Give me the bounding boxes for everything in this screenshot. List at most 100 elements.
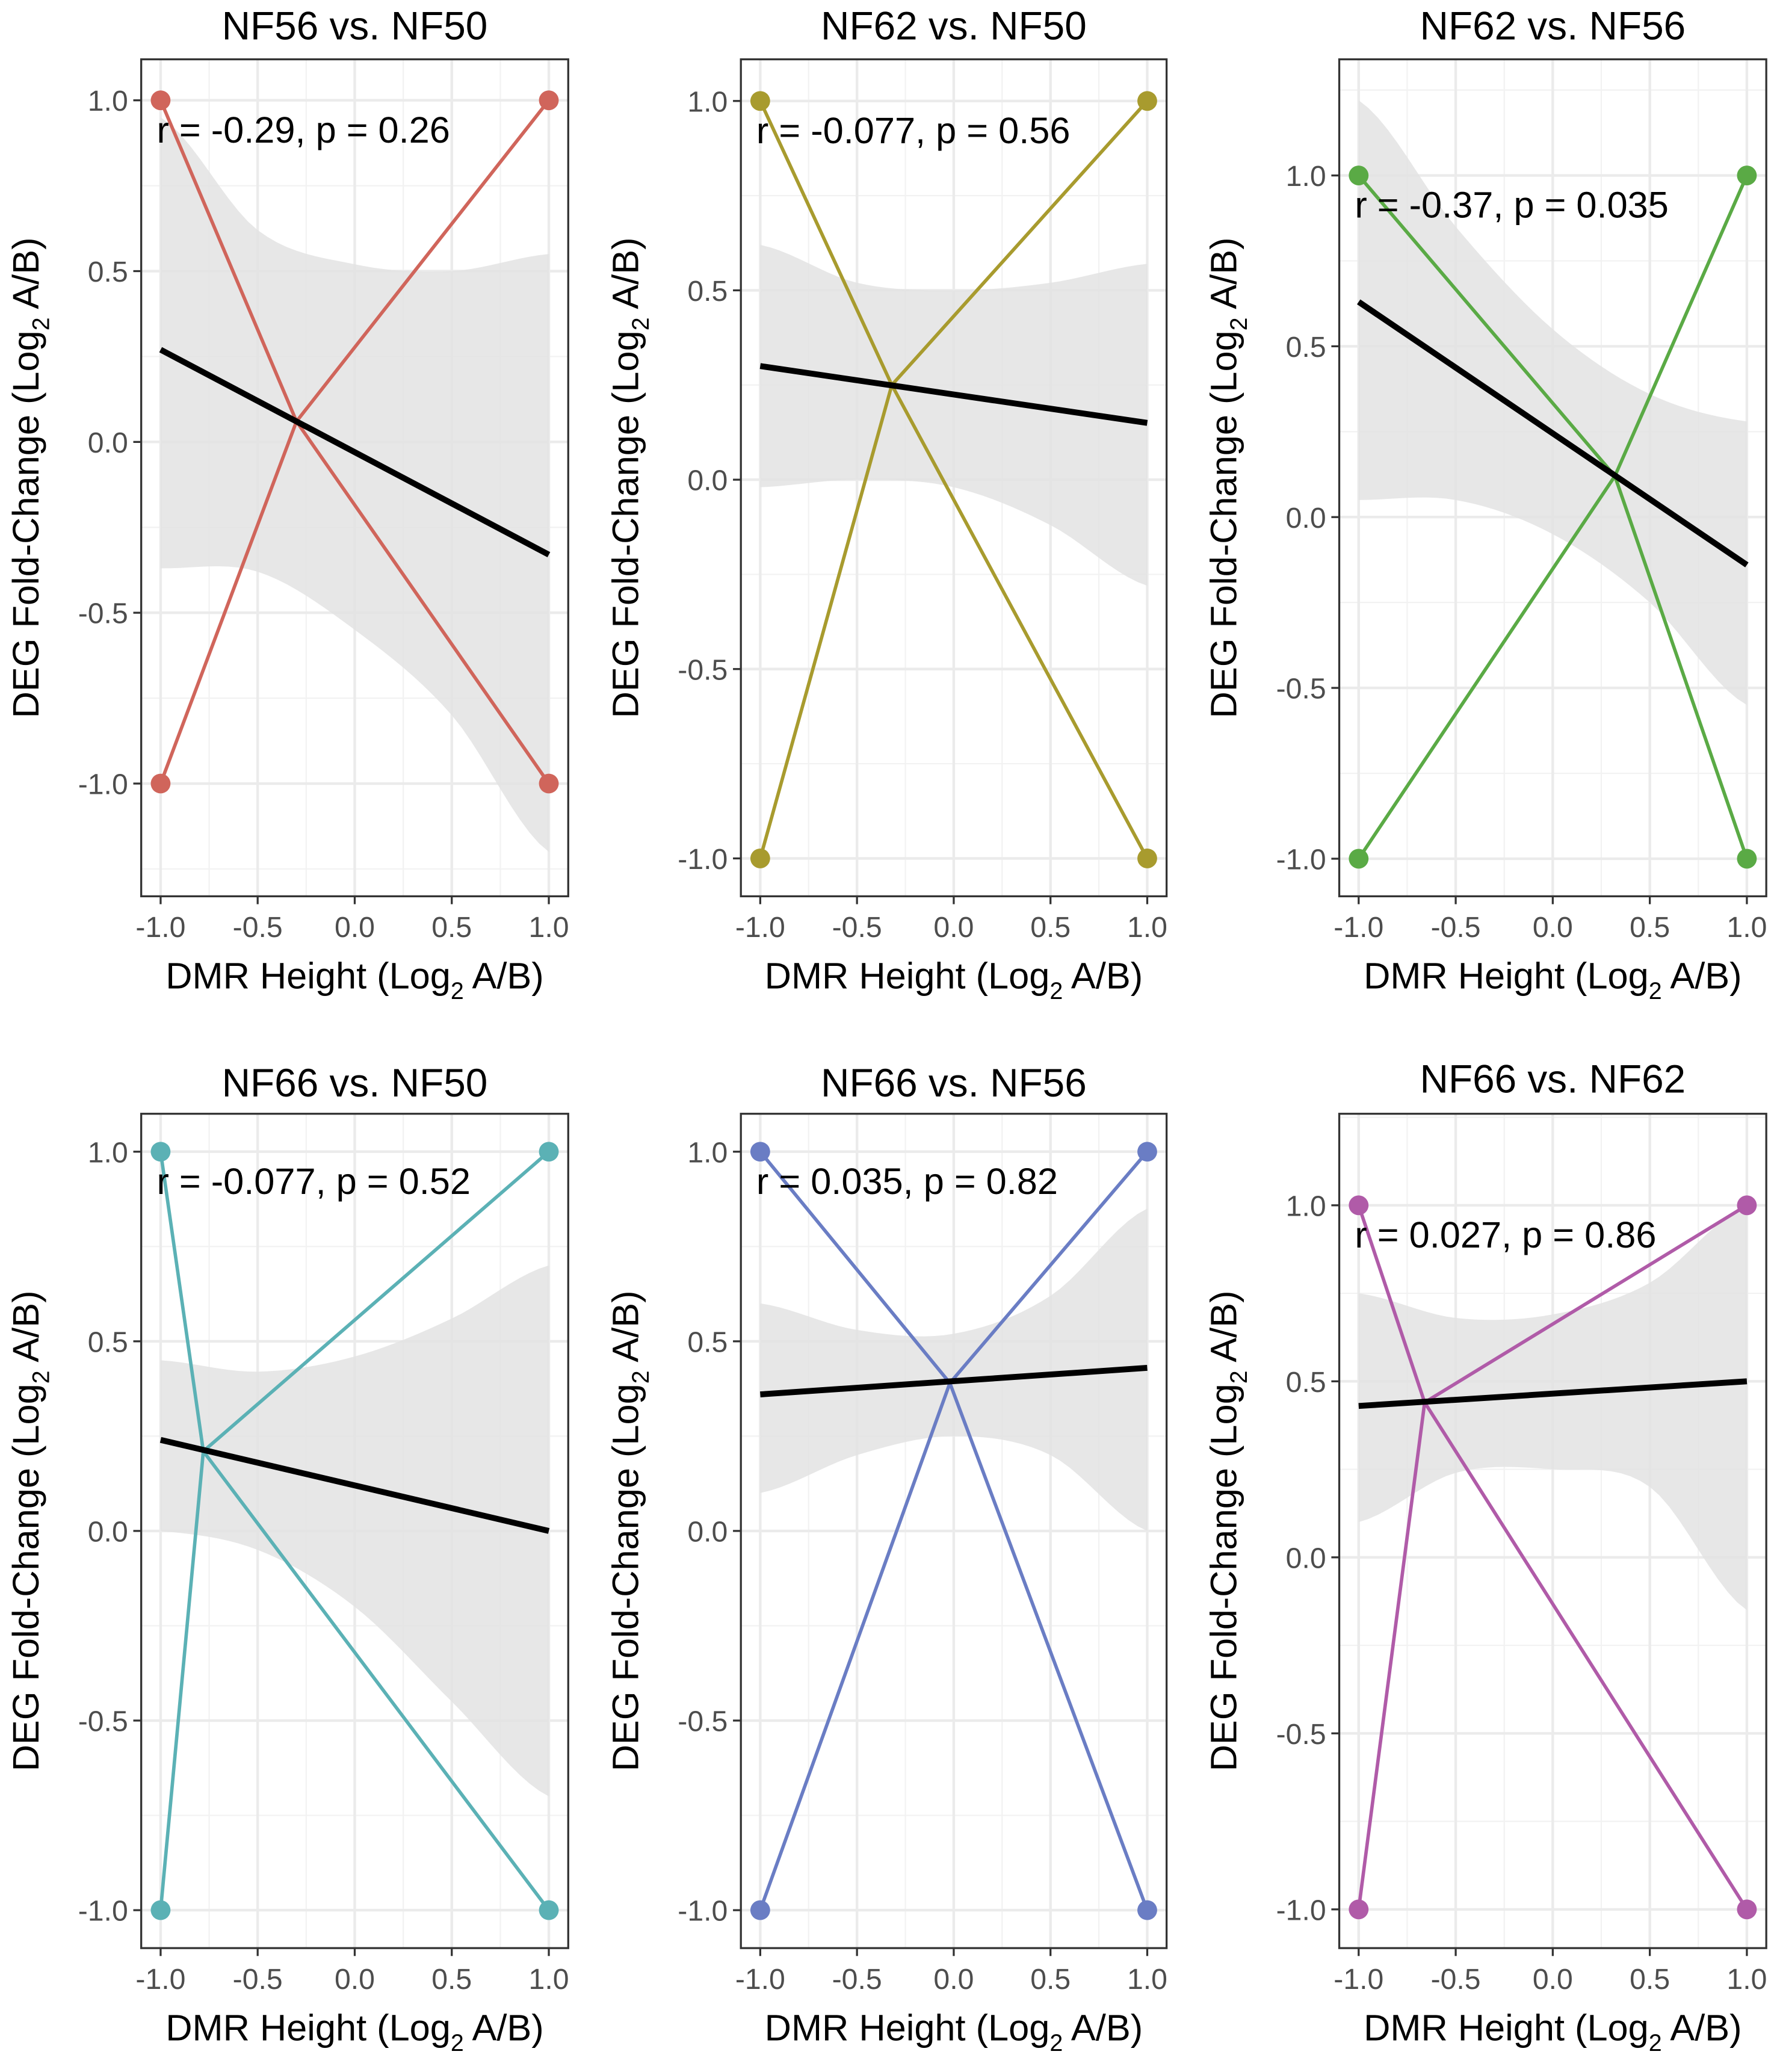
x-tick-label: -1.0: [1334, 911, 1383, 944]
regression-line: [159, 347, 551, 558]
data-point: [750, 91, 770, 111]
confidence-band: [1358, 1205, 1747, 1610]
data-point: [150, 90, 171, 111]
x-tick-label: 1.0: [529, 911, 569, 944]
x-tick-label: -0.5: [1431, 1963, 1481, 1996]
y-tick-label: 1.0: [88, 85, 128, 117]
y-tick-label: -1.0: [1276, 843, 1326, 876]
data-point: [539, 90, 559, 111]
y-tick-label: 0.5: [687, 275, 728, 308]
x-tick-label: 0.5: [1630, 911, 1670, 944]
x-axis-title-subscript: 2: [1649, 2030, 1662, 2056]
y-axis-title: DEG Fold-Change (Log2 A/B): [5, 1290, 55, 1771]
x-tick-label: 0.5: [1630, 1963, 1670, 1996]
y-tick-label: 0.0: [687, 465, 728, 497]
x-axis-title-text-end: A/B): [464, 2006, 544, 2048]
x-axis-title: DMR Height (Log2 A/B): [165, 955, 543, 1005]
x-tick-label: -0.5: [832, 1963, 882, 1996]
data-point: [150, 773, 171, 794]
correlation-annotation: r = 0.035, p = 0.82: [756, 1160, 1058, 1202]
panel-title: NF56 vs. NF50: [222, 4, 488, 48]
x-tick-label: -1.0: [735, 1963, 785, 1996]
y-tick-label: 0.0: [687, 1515, 728, 1548]
correlation-annotation: r = -0.077, p = 0.52: [156, 1160, 471, 1202]
x-tick-label: 0.0: [933, 1963, 974, 1996]
x-axis-title-text: DMR Height (Log: [765, 2006, 1050, 2048]
x-tick-label: 0.0: [335, 911, 375, 944]
y-axis-title-text-end: A/B): [5, 1290, 46, 1370]
data-point: [150, 1900, 171, 1920]
x-axis-title: DMR Height (Log2 A/B): [765, 2006, 1143, 2056]
plot-layers: [1357, 100, 1749, 860]
x-axis-title-text-end: A/B): [1662, 955, 1742, 997]
x-axis-title-subscript: 2: [1049, 978, 1063, 1004]
x-tick-label: -1.0: [1334, 1963, 1383, 1996]
x-axis-title: DMR Height (Log2 A/B): [1364, 2006, 1741, 2056]
panel-title: NF66 vs. NF62: [1420, 1057, 1686, 1101]
data-point: [1737, 849, 1757, 869]
facet-panel-3: r = -0.37, p = 0.035 -1.0 -0.5 0.0 0.5 1.0 -1.…: [1203, 4, 1767, 1004]
correlation-annotation: r = -0.077, p = 0.56: [756, 110, 1071, 151]
y-tick-label: 0.0: [88, 1515, 128, 1548]
y-tick-label: 0.5: [88, 1326, 128, 1358]
confidence-band: [160, 1265, 549, 1797]
y-axis-title-text-end: A/B): [5, 237, 46, 317]
x-tick-label: 0.0: [335, 1963, 375, 1996]
y-tick-label: 0.5: [687, 1326, 728, 1358]
y-axis-title-text-end: A/B): [1203, 1290, 1244, 1370]
y-axis-title-text: DEG Fold-Change (Log: [1203, 330, 1244, 718]
y-tick-label: -1.0: [78, 1895, 128, 1928]
y-axis-title-text-end: A/B): [1203, 237, 1244, 317]
data-point: [750, 848, 770, 868]
x-tick-label: 0.0: [933, 911, 974, 944]
facet-panel-5: r = 0.035, p = 0.82 -1.0 -0.5 0.0 0.5 1.0 -1.0…: [604, 1061, 1168, 2056]
y-axis-title: DEG Fold-Change (Log2 A/B): [5, 237, 55, 718]
y-tick-label: -1.0: [678, 843, 728, 876]
data-point: [1137, 848, 1157, 868]
x-axis-title-text-end: A/B): [1662, 2006, 1742, 2048]
y-tick-label: -0.5: [78, 598, 128, 630]
x-axis-title-subscript: 2: [1049, 2030, 1063, 2056]
x-tick-label: -1.0: [135, 911, 185, 944]
data-point: [539, 1142, 559, 1162]
x-axis-title-subscript: 2: [451, 2030, 464, 2056]
y-axis-title: DEG Fold-Change (Log2 A/B): [604, 1290, 654, 1771]
x-axis-title-text: DMR Height (Log: [765, 955, 1050, 997]
x-axis-title-text: DMR Height (Log: [165, 2006, 451, 2048]
x-tick-label: -0.5: [233, 911, 283, 944]
plot-layers: [758, 99, 1149, 859]
y-tick-label: 1.0: [687, 1136, 728, 1169]
data-point: [1137, 1900, 1157, 1920]
correlation-annotation: r = -0.37, p = 0.035: [1355, 184, 1669, 226]
y-axis-title-subscript: 2: [628, 317, 654, 330]
x-axis-title-text-end: A/B): [1063, 2006, 1143, 2048]
data-point: [1737, 1195, 1757, 1216]
x-tick-label: -0.5: [233, 1963, 283, 1996]
confidence-band: [160, 117, 549, 852]
y-axis-title-text-end: A/B): [604, 237, 646, 317]
facet-panel-4: r = -0.077, p = 0.52 -1.0 -0.5 0.0 0.5 1.0 -1.…: [5, 1061, 569, 2056]
panel-title: NF62 vs. NF56: [1420, 4, 1686, 48]
y-tick-label: -1.0: [1276, 1894, 1326, 1926]
panel-title: NF66 vs. NF50: [222, 1061, 488, 1105]
data-point: [1349, 849, 1369, 869]
y-axis-title: DEG Fold-Change (Log2 A/B): [1203, 237, 1253, 718]
facet-panel-6: r = 0.027, p = 0.86 -1.0 -0.5 0.0 0.5 1.0 -1.0…: [1203, 1057, 1767, 2056]
regression-line: [760, 1365, 1148, 1397]
y-tick-label: -1.0: [678, 1895, 728, 1928]
x-tick-label: 0.5: [431, 1963, 472, 1996]
y-tick-label: 0.0: [88, 427, 128, 459]
y-axis-title: DEG Fold-Change (Log2 A/B): [604, 237, 654, 718]
facet-panel-2: r = -0.077, p = 0.56 -1.0 -0.5 0.0 0.5 1.0 -1.…: [604, 4, 1168, 1004]
data-point: [539, 773, 559, 794]
data-point: [539, 1900, 559, 1920]
panel-title: NF66 vs. NF56: [821, 1061, 1087, 1105]
x-axis-title: DMR Height (Log2 A/B): [1364, 955, 1741, 1005]
data-point: [750, 1900, 770, 1920]
y-axis-title-subscript: 2: [28, 317, 54, 330]
data-point: [1137, 1142, 1157, 1162]
regression-line: [1358, 1378, 1748, 1409]
y-axis-title: DEG Fold-Change (Log2 A/B): [1203, 1290, 1253, 1771]
x-axis-title-text: DMR Height (Log: [165, 955, 451, 997]
